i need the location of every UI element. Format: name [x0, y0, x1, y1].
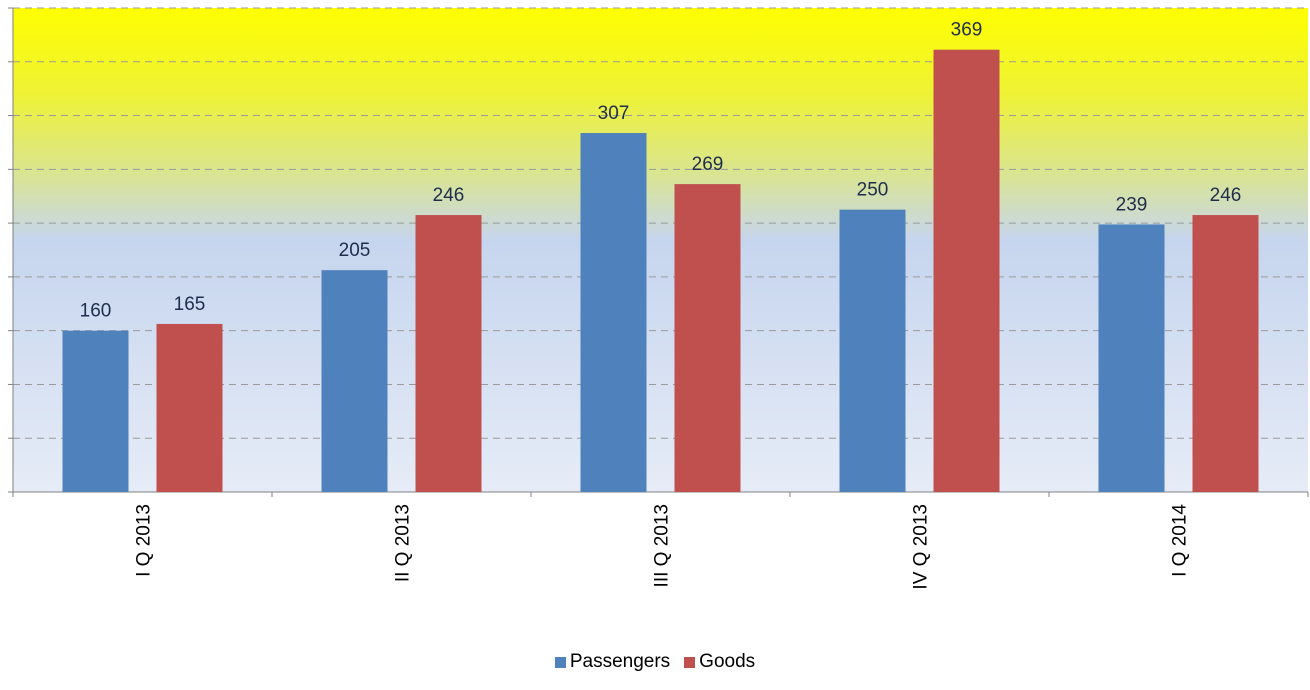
data-label: 369	[951, 20, 983, 41]
data-label: 239	[1116, 194, 1148, 215]
bar-goods	[1192, 215, 1259, 493]
x-tick-label: III Q 2013	[652, 504, 673, 587]
bar-passengers	[321, 270, 388, 492]
bar-goods	[933, 49, 1000, 493]
legend: Passengers Goods	[0, 651, 1310, 673]
legend-item-goods: Goods	[684, 651, 755, 673]
bar-passengers	[62, 330, 129, 492]
data-label: 246	[433, 185, 465, 206]
bars	[62, 49, 1259, 493]
bar-passengers	[1098, 224, 1165, 492]
x-tick-label: I Q 2014	[1170, 504, 1191, 577]
data-label: 246	[1210, 185, 1242, 206]
legend-label-passengers: Passengers	[569, 651, 671, 672]
plot-area	[13, 8, 1308, 492]
data-labels: 160 165 205 246 307 269 250 369 239 246	[80, 20, 1242, 322]
x-tick-labels: I Q 2013 II Q 2013 III Q 2013 IV Q 2013 I Q …	[134, 504, 1191, 590]
legend-swatch-passengers	[554, 656, 566, 668]
legend-label-goods: Goods	[699, 651, 756, 672]
data-label: 250	[857, 180, 889, 201]
bar-passengers	[580, 133, 647, 493]
legend-item-passengers: Passengers	[554, 651, 671, 673]
data-label: 269	[692, 154, 724, 175]
legend-swatch-goods	[684, 656, 696, 668]
bar-goods	[415, 215, 482, 493]
x-tick-label: IV Q 2013	[911, 504, 932, 590]
bar-goods	[674, 184, 741, 492]
bar-passengers	[839, 209, 906, 492]
data-label: 160	[80, 301, 112, 322]
data-label: 165	[174, 294, 206, 315]
x-tick-label: I Q 2013	[134, 504, 155, 577]
x-tick-label: II Q 2013	[393, 504, 414, 582]
bar-goods	[156, 323, 223, 492]
data-label: 307	[598, 103, 630, 124]
axes	[8, 7, 1309, 497]
data-label: 205	[339, 240, 371, 261]
